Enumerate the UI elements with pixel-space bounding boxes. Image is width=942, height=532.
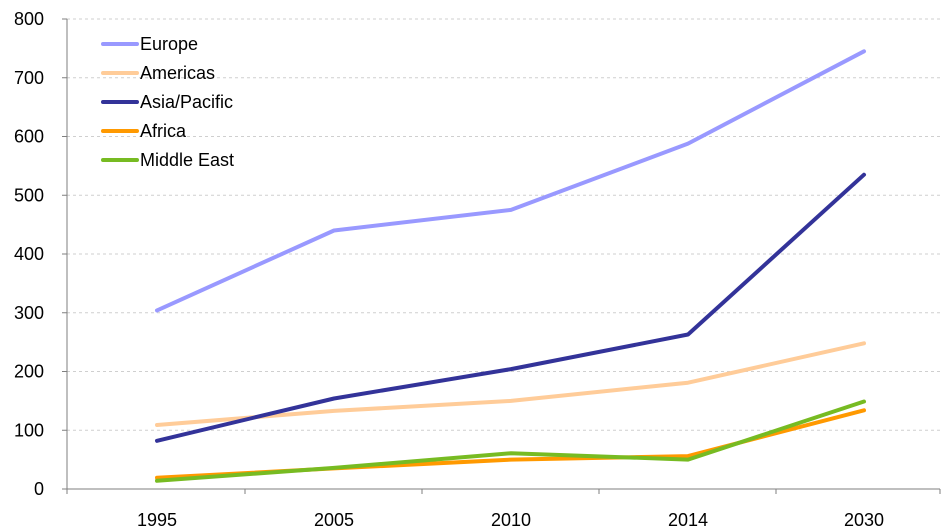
series-lines xyxy=(155,49,866,483)
axes xyxy=(62,18,940,490)
series-line-americas xyxy=(155,341,866,427)
y-tick-label: 200 xyxy=(14,362,44,382)
legend-label-europe: Europe xyxy=(140,34,198,54)
y-tick-label: 600 xyxy=(14,127,44,147)
y-tick-label: 800 xyxy=(14,9,44,29)
x-tick-label: 1995 xyxy=(137,510,177,530)
legend-label-middle-east: Middle East xyxy=(140,150,234,170)
legend-label-africa: Africa xyxy=(140,121,187,141)
y-tick-label: 400 xyxy=(14,244,44,264)
series-line-europe xyxy=(155,49,866,313)
x-tick-label: 2014 xyxy=(668,510,708,530)
y-tick-label: 500 xyxy=(14,185,44,205)
series-line-middle-east xyxy=(155,399,866,483)
series-line-africa xyxy=(155,408,866,480)
legend: Europe Americas Asia/Pacific Africa Middle E… xyxy=(101,34,234,170)
y-tick-label: 300 xyxy=(14,303,44,323)
x-tick-label: 2030 xyxy=(844,510,884,530)
y-tick-label: 100 xyxy=(14,420,44,440)
x-axis-ticks xyxy=(66,489,941,494)
legend-label-americas: Americas xyxy=(140,63,215,83)
series-line-asia-pacific xyxy=(155,172,866,443)
x-tick-label: 2005 xyxy=(314,510,354,530)
y-tick-label: 0 xyxy=(34,479,44,499)
x-tick-label: 2010 xyxy=(491,510,531,530)
y-axis-tick-labels: 0 100 200 300 400 500 600 700 800 xyxy=(14,9,44,499)
y-tick-label: 700 xyxy=(14,68,44,88)
legend-label-asia-pacific: Asia/Pacific xyxy=(140,92,233,112)
gridlines xyxy=(67,18,940,431)
x-axis-tick-labels: 1995 2005 2010 2014 2030 xyxy=(137,510,884,530)
